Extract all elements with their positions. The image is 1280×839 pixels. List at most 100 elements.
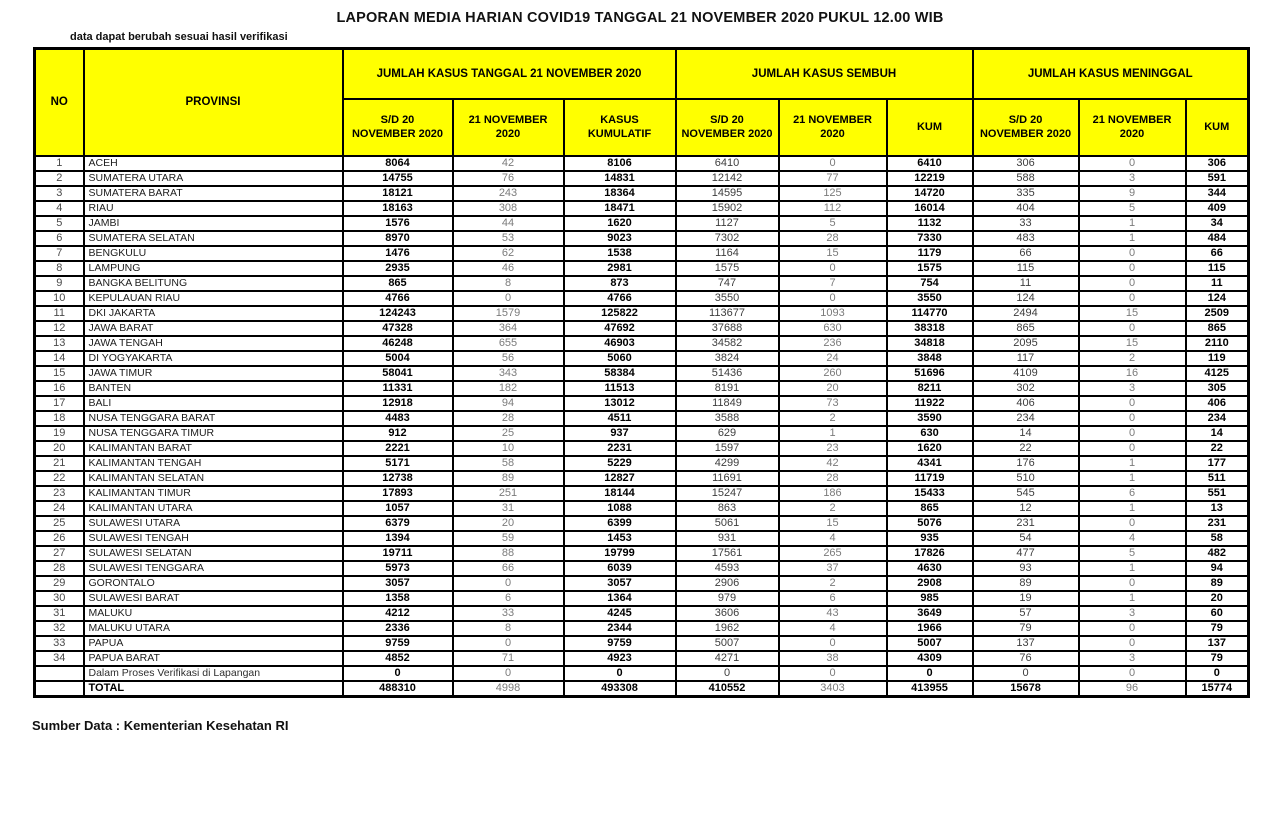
cell-value: 0: [971, 664, 1080, 682]
cell-value: 1597: [674, 439, 780, 457]
cell-value: 12142: [674, 169, 780, 187]
cell-province: JAWA BARAT: [82, 319, 344, 337]
cell-value: 231: [971, 514, 1080, 532]
cell-value: 96: [1077, 679, 1187, 698]
cell-value: 265: [777, 544, 888, 562]
table-row: 2 SUMATERA UTARA 14755 76 14831 12142 77 12219 5…: [33, 169, 1250, 187]
cell-no: 34: [33, 649, 85, 667]
table-row: 15 JAWA TIMUR 58041 343 58384 51436 260 51696 41…: [33, 364, 1250, 382]
cell-value: 0: [1077, 259, 1187, 277]
cell-value: 1: [1077, 559, 1187, 577]
cell-province: JAWA TIMUR: [82, 364, 344, 382]
cell-value: 6399: [562, 514, 677, 532]
cell-value: 28: [777, 229, 888, 247]
cell-value: 3848: [885, 349, 974, 367]
cell-value: 1057: [341, 499, 454, 517]
cell-value: 57: [971, 604, 1080, 622]
cell-value: 2231: [562, 439, 677, 457]
cell-province: LAMPUNG: [82, 259, 344, 277]
cell-value: 6: [451, 589, 565, 607]
subcol-kasus-sd: S/D 20 NOVEMBER 2020: [341, 97, 454, 157]
cell-value: 11922: [885, 394, 974, 412]
cell-province: RIAU: [82, 199, 344, 217]
table-row: 17 BALI 12918 94 13012 11849 73 11922 406 0 406: [33, 394, 1250, 412]
cell-value: 76: [451, 169, 565, 187]
cell-value: 9759: [562, 634, 677, 652]
table-row: 3 SUMATERA BARAT 18121 243 18364 14595 125 1472…: [33, 184, 1250, 202]
cell-value: 1966: [885, 619, 974, 637]
cell-no: 27: [33, 544, 85, 562]
cell-value: 15902: [674, 199, 780, 217]
cell-value: 11513: [562, 379, 677, 397]
cell-value: 2110: [1184, 334, 1250, 352]
cell-value: 5060: [562, 349, 677, 367]
cell-value: 1: [1077, 229, 1187, 247]
cell-no: 28: [33, 559, 85, 577]
subcol-kasus-21nov: 21 NOVEMBER 2020: [451, 97, 565, 157]
cell-value: 4998: [451, 679, 565, 698]
cell-value: 28: [777, 469, 888, 487]
cell-value: 865: [1184, 319, 1250, 337]
cell-value: 406: [1184, 394, 1250, 412]
cell-value: 18163: [341, 199, 454, 217]
cell-value: 18471: [562, 199, 677, 217]
table-row: 18 NUSA TENGGARA BARAT 4483 28 4511 3588 2 3590…: [33, 409, 1250, 427]
cell-value: 20: [777, 379, 888, 397]
cell-value: 308: [451, 199, 565, 217]
cell-value: 1620: [562, 214, 677, 232]
cell-province: SULAWESI UTARA: [82, 514, 344, 532]
cell-province: KALIMANTAN TENGAH: [82, 454, 344, 472]
cell-value: 124: [971, 289, 1080, 307]
cell-value: 53: [451, 229, 565, 247]
cell-value: 47692: [562, 319, 677, 337]
table-row: 26 SULAWESI TENGAH 1394 59 1453 931 4 935 54 4 58: [33, 529, 1250, 547]
cell-value: 7: [777, 274, 888, 292]
cell-no: 13: [33, 334, 85, 352]
cell-value: 46248: [341, 334, 454, 352]
cell-value: 11: [971, 274, 1080, 292]
cell-value: 176: [971, 454, 1080, 472]
cell-no: 10: [33, 289, 85, 307]
cell-no: 20: [33, 439, 85, 457]
table-row: 10 KEPULAUAN RIAU 4766 0 4766 3550 0 3550 124 0 12…: [33, 289, 1250, 307]
cell-value: 14: [971, 424, 1080, 442]
cell-province: KEPULAUAN RIAU: [82, 289, 344, 307]
cell-value: 0: [1077, 574, 1187, 592]
cell-value: 11849: [674, 394, 780, 412]
cell-value: 5007: [885, 634, 974, 652]
cell-value: 18364: [562, 184, 677, 202]
cell-value: 0: [1077, 319, 1187, 337]
cell-province: SULAWESI TENGGARA: [82, 559, 344, 577]
cell-value: 182: [451, 379, 565, 397]
cell-value: 1179: [885, 244, 974, 262]
cell-value: 1620: [885, 439, 974, 457]
cell-value: 6379: [341, 514, 454, 532]
cell-value: 937: [562, 424, 677, 442]
cell-value: 343: [451, 364, 565, 382]
cell-value: 302: [971, 379, 1080, 397]
cell-value: 3: [1077, 604, 1187, 622]
cell-value: 137: [1184, 634, 1250, 652]
cell-value: 18121: [341, 184, 454, 202]
cell-value: 79: [1184, 649, 1250, 667]
cell-value: 17826: [885, 544, 974, 562]
cell-value: 5: [1077, 199, 1187, 217]
cell-value: 1364: [562, 589, 677, 607]
cell-value: 19711: [341, 544, 454, 562]
cell-value: 1: [1077, 499, 1187, 517]
cell-value: 630: [885, 424, 974, 442]
table-row: 33 PAPUA 9759 0 9759 5007 0 5007 137 0 137: [33, 634, 1250, 652]
cell-value: 5973: [341, 559, 454, 577]
table-row: 14 DI YOGYAKARTA 5004 56 5060 3824 24 3848 117 2 1…: [33, 349, 1250, 367]
cell-value: 46903: [562, 334, 677, 352]
table-row: 8 LAMPUNG 2935 46 2981 1575 0 1575 115 0 115: [33, 259, 1250, 277]
table-row: 21 KALIMANTAN TENGAH 5171 58 5229 4299 42 4341 1…: [33, 454, 1250, 472]
cell-value: 588: [971, 169, 1080, 187]
cell-value: 1394: [341, 529, 454, 547]
cell-value: 5007: [674, 634, 780, 652]
cell-value: 1575: [674, 259, 780, 277]
cell-value: 44: [451, 214, 565, 232]
cell-value: 0: [451, 664, 565, 682]
cell-value: 33: [451, 604, 565, 622]
cell-value: 117: [971, 349, 1080, 367]
